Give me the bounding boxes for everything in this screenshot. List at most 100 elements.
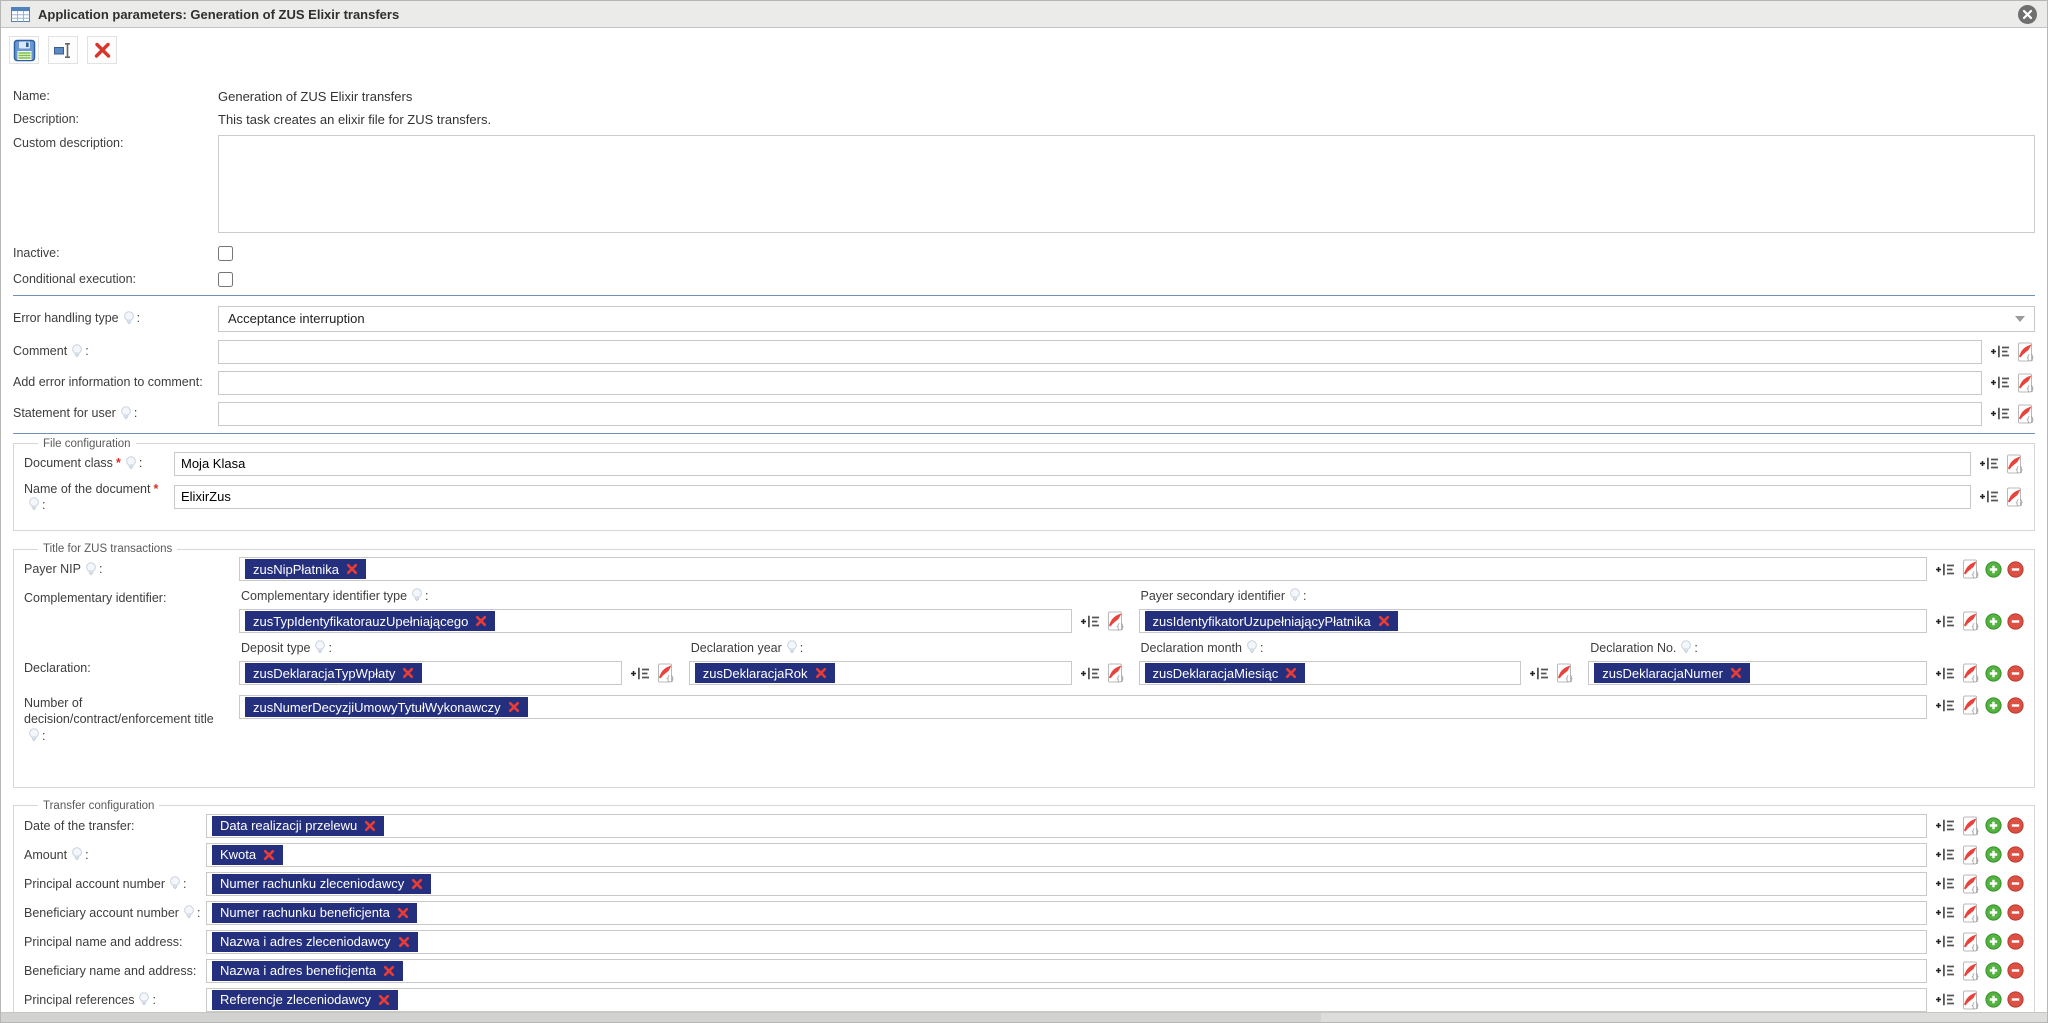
insert-parameter-icon[interactable] [1979, 489, 1999, 504]
script-editor-icon[interactable]: {} [1960, 961, 1980, 981]
beneficiary-name-field[interactable]: Nazwa i adres beneficjenta [206, 958, 1927, 983]
decision-number-field[interactable]: zusNumerDecyzjiUmowyTytułWykonawczy [239, 695, 1927, 719]
remove-tag-icon[interactable] [397, 907, 409, 919]
script-editor-icon[interactable]: {} [655, 663, 675, 683]
script-editor-icon[interactable]: {} [1105, 663, 1125, 683]
insert-parameter-icon[interactable] [1935, 666, 1955, 681]
remove-tag-icon[interactable] [1285, 667, 1297, 679]
insert-parameter-icon[interactable] [1935, 562, 1955, 577]
add-error-info-input[interactable] [218, 370, 1982, 395]
deposit-type-field[interactable]: zusDeklaracjaTypWpłaty [239, 661, 622, 685]
close-icon[interactable] [2018, 4, 2037, 24]
principal-references-field[interactable]: Referencje zleceniodawcy [206, 987, 1927, 1012]
script-editor-icon[interactable]: {} [1554, 663, 1574, 683]
add-row-icon[interactable] [1985, 991, 2002, 1008]
script-editor-icon[interactable]: {} [2004, 487, 2024, 507]
add-row-icon[interactable] [1985, 664, 2002, 682]
add-row-icon[interactable] [1985, 904, 2002, 921]
remove-row-icon[interactable] [2007, 560, 2024, 578]
script-editor-icon[interactable]: {} [1960, 559, 1980, 579]
add-row-icon[interactable] [1985, 560, 2002, 578]
document-class-input[interactable] [174, 451, 1971, 476]
insert-parameter-icon[interactable] [1990, 375, 2010, 390]
cancel-button[interactable] [87, 36, 117, 64]
insert-parameter-icon[interactable] [1935, 934, 1955, 949]
remove-tag-icon[interactable] [411, 878, 423, 890]
insert-parameter-icon[interactable] [1990, 344, 2010, 359]
remove-tag-icon[interactable] [346, 563, 358, 575]
add-row-icon[interactable] [1985, 612, 2002, 630]
remove-tag-icon[interactable] [402, 667, 414, 679]
insert-parameter-icon[interactable] [1080, 666, 1100, 681]
inactive-checkbox[interactable] [218, 245, 233, 261]
script-editor-icon[interactable]: {} [1960, 816, 1980, 836]
remove-tag-icon[interactable] [263, 849, 275, 861]
script-editor-icon[interactable]: {} [2015, 404, 2035, 424]
remove-tag-icon[interactable] [378, 994, 390, 1006]
insert-parameter-icon[interactable] [1979, 456, 1999, 471]
beneficiary-account-field[interactable]: Numer rachunku beneficjenta [206, 900, 1927, 925]
insert-parameter-icon[interactable] [630, 666, 650, 681]
remove-row-icon[interactable] [2007, 962, 2024, 979]
statement-for-user-input[interactable] [218, 401, 1982, 426]
script-editor-icon[interactable]: {} [1960, 990, 1980, 1010]
insert-parameter-icon[interactable] [1935, 992, 1955, 1007]
insert-parameter-icon[interactable] [1935, 847, 1955, 862]
declaration-month-field[interactable]: zusDeklaracjaMiesiąc [1138, 661, 1522, 685]
script-editor-icon[interactable]: {} [2004, 454, 2024, 474]
add-row-icon[interactable] [1985, 962, 2002, 979]
save-button[interactable] [9, 36, 39, 64]
script-editor-icon[interactable]: {} [2015, 373, 2035, 393]
insert-parameter-icon[interactable] [1529, 666, 1549, 681]
insert-parameter-icon[interactable] [1935, 963, 1955, 978]
payer-nip-field[interactable]: zusNipPłatnika [239, 557, 1927, 581]
script-editor-icon[interactable]: {} [2015, 342, 2035, 362]
complementary-type-field[interactable]: zusTypIdentyfikatorauzUpełniającego [239, 609, 1072, 633]
remove-row-icon[interactable] [2007, 904, 2024, 921]
remove-tag-icon[interactable] [508, 701, 520, 713]
rename-button[interactable] [48, 36, 78, 64]
add-row-icon[interactable] [1985, 933, 2002, 950]
add-row-icon[interactable] [1985, 817, 2002, 834]
remove-row-icon[interactable] [2007, 817, 2024, 834]
remove-row-icon[interactable] [2007, 846, 2024, 863]
script-editor-icon[interactable]: {} [1960, 903, 1980, 923]
insert-parameter-icon[interactable] [1935, 818, 1955, 833]
comment-input[interactable] [218, 339, 1982, 364]
declaration-number-field[interactable]: zusDeklaracjaNumer [1588, 661, 1927, 685]
script-editor-icon[interactable]: {} [1960, 874, 1980, 894]
principal-name-field[interactable]: Nazwa i adres zleceniodawcy [206, 929, 1927, 954]
declaration-year-field[interactable]: zusDeklaracjaRok [688, 661, 1072, 685]
remove-tag-icon[interactable] [383, 965, 395, 977]
remove-row-icon[interactable] [2007, 612, 2024, 630]
add-row-icon[interactable] [1985, 696, 2002, 714]
remove-tag-icon[interactable] [364, 820, 376, 832]
remove-tag-icon[interactable] [1378, 615, 1390, 627]
insert-parameter-icon[interactable] [1080, 614, 1100, 629]
remove-row-icon[interactable] [2007, 664, 2024, 682]
payer-secondary-identifier-field[interactable]: zusIdentyfikatorUzupełniającyPłatnika [1138, 609, 1927, 633]
conditional-execution-checkbox[interactable] [218, 271, 233, 287]
remove-row-icon[interactable] [2007, 933, 2024, 950]
insert-parameter-icon[interactable] [1935, 698, 1955, 713]
insert-parameter-icon[interactable] [1935, 905, 1955, 920]
script-editor-icon[interactable]: {} [1960, 695, 1980, 715]
amount-field[interactable]: Kwota [206, 842, 1927, 867]
add-row-icon[interactable] [1985, 875, 2002, 892]
remove-tag-icon[interactable] [475, 615, 487, 627]
remove-row-icon[interactable] [2007, 875, 2024, 892]
script-editor-icon[interactable]: {} [1960, 845, 1980, 865]
add-row-icon[interactable] [1985, 846, 2002, 863]
remove-row-icon[interactable] [2007, 696, 2024, 714]
script-editor-icon[interactable]: {} [1960, 932, 1980, 952]
script-editor-icon[interactable]: {} [1105, 611, 1125, 631]
remove-row-icon[interactable] [2007, 991, 2024, 1008]
transfer-date-field[interactable]: Data realizacji przelewu [206, 813, 1927, 838]
insert-parameter-icon[interactable] [1990, 406, 2010, 421]
insert-parameter-icon[interactable] [1935, 614, 1955, 629]
remove-tag-icon[interactable] [815, 667, 827, 679]
remove-tag-icon[interactable] [398, 936, 410, 948]
script-editor-icon[interactable]: {} [1960, 663, 1980, 683]
principal-account-field[interactable]: Numer rachunku zleceniodawcy [206, 871, 1927, 896]
error-handling-select[interactable]: Acceptance interruption [218, 305, 2035, 332]
